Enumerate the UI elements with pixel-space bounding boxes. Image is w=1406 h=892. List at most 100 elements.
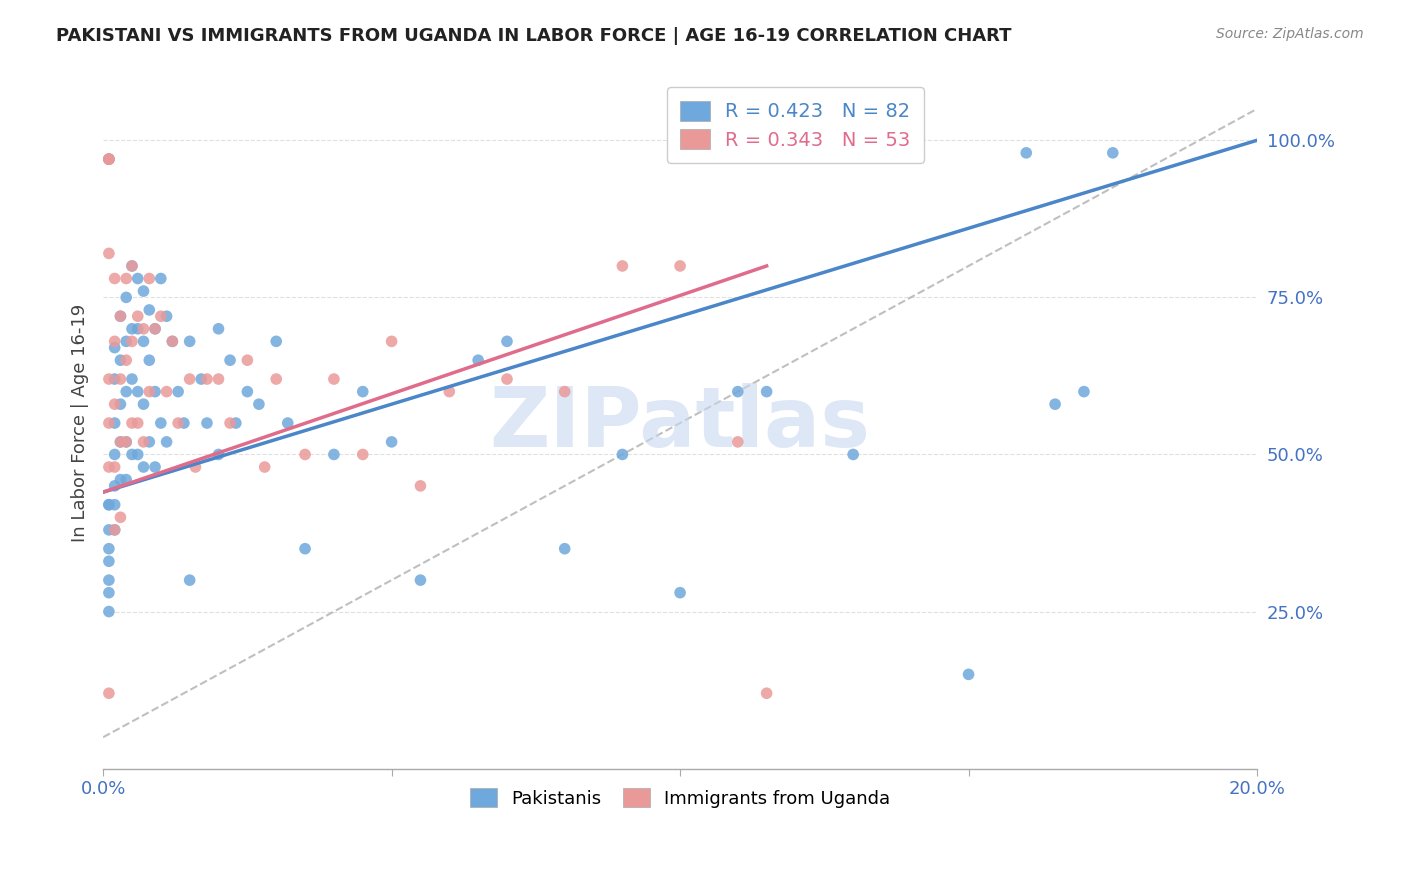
Point xyxy=(352,384,374,399)
Point xyxy=(167,384,190,399)
Point xyxy=(110,353,132,368)
Point xyxy=(104,523,127,537)
Point xyxy=(294,447,316,461)
Point xyxy=(121,259,143,273)
Point xyxy=(322,447,344,461)
Point xyxy=(467,353,489,368)
Point xyxy=(167,416,190,430)
Point xyxy=(115,290,138,304)
Point xyxy=(121,334,143,349)
Point xyxy=(352,447,374,461)
Point xyxy=(143,322,166,336)
Point xyxy=(247,397,270,411)
Point xyxy=(115,434,138,449)
Point xyxy=(104,523,127,537)
Point xyxy=(97,498,120,512)
Point xyxy=(755,686,778,700)
Point xyxy=(138,384,160,399)
Point xyxy=(132,460,155,475)
Point xyxy=(842,447,865,461)
Point xyxy=(1015,145,1038,160)
Point xyxy=(294,541,316,556)
Point xyxy=(104,397,127,411)
Point xyxy=(127,416,149,430)
Point xyxy=(115,334,138,349)
Point xyxy=(115,384,138,399)
Point xyxy=(149,310,172,324)
Point xyxy=(115,473,138,487)
Point xyxy=(612,259,634,273)
Point xyxy=(439,384,461,399)
Point xyxy=(138,271,160,285)
Point xyxy=(132,397,155,411)
Point xyxy=(104,416,127,430)
Point xyxy=(138,353,160,368)
Point xyxy=(179,573,201,587)
Point xyxy=(104,372,127,386)
Point xyxy=(554,384,576,399)
Point xyxy=(179,334,201,349)
Point xyxy=(155,384,177,399)
Point xyxy=(143,322,166,336)
Point xyxy=(162,334,184,349)
Point xyxy=(727,434,749,449)
Point xyxy=(110,510,132,524)
Point xyxy=(149,416,172,430)
Point xyxy=(104,498,127,512)
Point xyxy=(669,259,692,273)
Point xyxy=(496,334,519,349)
Point xyxy=(155,310,177,324)
Text: Source: ZipAtlas.com: Source: ZipAtlas.com xyxy=(1216,27,1364,41)
Point xyxy=(190,372,212,386)
Point xyxy=(219,416,242,430)
Point xyxy=(97,246,120,260)
Point xyxy=(1043,397,1066,411)
Point xyxy=(264,372,287,386)
Point xyxy=(409,573,432,587)
Point xyxy=(121,447,143,461)
Point xyxy=(381,334,404,349)
Point xyxy=(97,554,120,568)
Point xyxy=(97,686,120,700)
Point xyxy=(110,310,132,324)
Point xyxy=(195,372,218,386)
Point xyxy=(236,384,259,399)
Point xyxy=(132,434,155,449)
Point xyxy=(97,372,120,386)
Point xyxy=(155,434,177,449)
Point xyxy=(97,605,120,619)
Point xyxy=(669,585,692,599)
Point xyxy=(127,310,149,324)
Point xyxy=(104,341,127,355)
Point xyxy=(727,384,749,399)
Point xyxy=(104,460,127,475)
Point xyxy=(115,434,138,449)
Point xyxy=(97,573,120,587)
Point xyxy=(957,667,980,681)
Point xyxy=(121,416,143,430)
Point xyxy=(104,334,127,349)
Point xyxy=(110,434,132,449)
Point xyxy=(104,447,127,461)
Point xyxy=(104,271,127,285)
Point xyxy=(121,259,143,273)
Point xyxy=(104,479,127,493)
Point xyxy=(554,541,576,556)
Text: ZIPatlas: ZIPatlas xyxy=(489,383,870,464)
Point xyxy=(496,372,519,386)
Point xyxy=(1073,384,1095,399)
Point xyxy=(127,384,149,399)
Point xyxy=(1101,145,1123,160)
Point xyxy=(173,416,195,430)
Point xyxy=(110,310,132,324)
Point xyxy=(97,523,120,537)
Point xyxy=(115,271,138,285)
Point xyxy=(97,152,120,166)
Point xyxy=(219,353,242,368)
Point xyxy=(612,447,634,461)
Point xyxy=(143,384,166,399)
Point xyxy=(195,416,218,430)
Point xyxy=(97,541,120,556)
Point xyxy=(121,372,143,386)
Point xyxy=(110,473,132,487)
